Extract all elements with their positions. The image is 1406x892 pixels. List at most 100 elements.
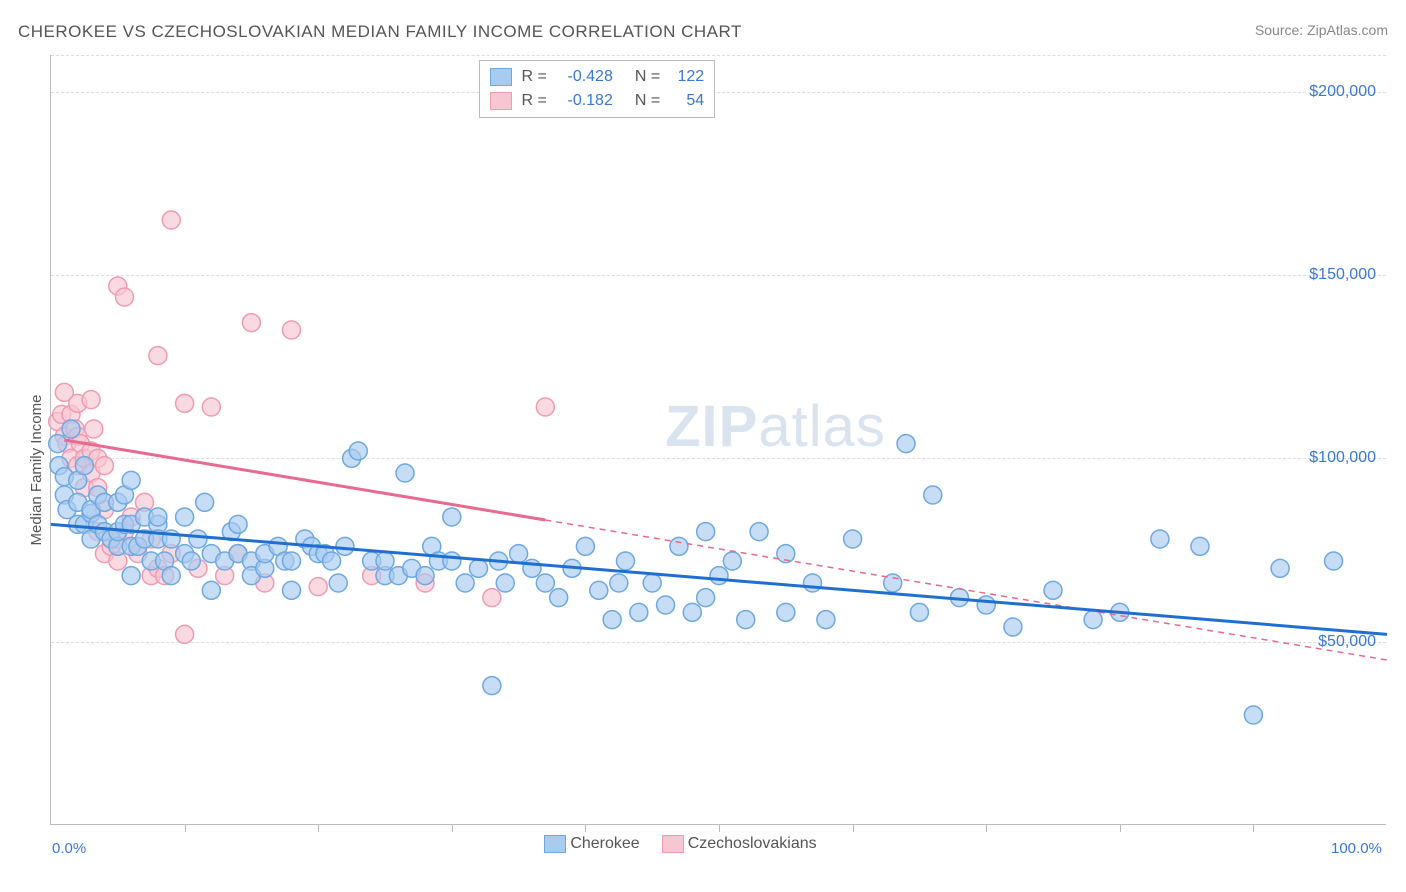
stat-r-value: -0.428 — [553, 65, 613, 89]
data-point — [910, 603, 928, 621]
legend-label: Cherokee — [570, 835, 639, 852]
x-tick — [1120, 824, 1121, 832]
x-tick — [986, 824, 987, 832]
data-point — [323, 552, 341, 570]
data-point — [189, 530, 207, 548]
data-point — [115, 288, 133, 306]
x-axis-min-label: 0.0% — [52, 840, 86, 857]
plot-area: ZIPatlas R =-0.428N =122R =-0.182N =54 $… — [50, 55, 1386, 825]
y-tick-label: $100,000 — [1309, 449, 1376, 467]
legend: Cherokee Czechoslovakians — [544, 835, 816, 853]
data-point — [202, 398, 220, 416]
data-point — [416, 567, 434, 585]
data-point — [176, 625, 194, 643]
data-point — [470, 559, 488, 577]
data-point — [456, 574, 474, 592]
data-point — [1271, 559, 1289, 577]
data-point — [443, 552, 461, 570]
data-point — [282, 321, 300, 339]
legend-item: Czechoslovakians — [662, 835, 817, 853]
stat-r-label: R = — [522, 89, 547, 113]
legend-item: Cherokee — [544, 835, 639, 853]
data-point — [82, 391, 100, 409]
data-point — [1084, 611, 1102, 629]
data-point — [483, 589, 501, 607]
data-point — [697, 523, 715, 541]
stat-n-value: 122 — [666, 65, 704, 89]
source-label: Source: ZipAtlas.com — [1255, 22, 1388, 38]
data-point — [576, 537, 594, 555]
data-point — [182, 552, 200, 570]
data-point — [75, 457, 93, 475]
data-point — [1244, 706, 1262, 724]
data-point — [309, 578, 327, 596]
x-axis-max-label: 100.0% — [1331, 840, 1382, 857]
x-tick — [318, 824, 319, 832]
data-point — [1325, 552, 1343, 570]
data-point — [924, 486, 942, 504]
data-point — [196, 493, 214, 511]
data-point — [536, 398, 554, 416]
data-point — [804, 574, 822, 592]
data-point — [817, 611, 835, 629]
x-tick — [585, 824, 586, 832]
y-tick-label: $50,000 — [1318, 633, 1376, 651]
data-point — [242, 314, 260, 332]
data-point — [737, 611, 755, 629]
chart-title: CHEROKEE VS CZECHOSLOVAKIAN MEDIAN FAMIL… — [18, 22, 742, 42]
data-point — [616, 552, 634, 570]
data-point — [750, 523, 768, 541]
plot-svg — [51, 55, 1386, 824]
data-point — [683, 603, 701, 621]
data-point — [630, 603, 648, 621]
data-point — [122, 471, 140, 489]
data-point — [897, 435, 915, 453]
x-tick — [719, 824, 720, 832]
data-point — [777, 603, 795, 621]
stats-box: R =-0.428 N =122R =-0.182N =54 — [479, 60, 716, 118]
data-point — [149, 347, 167, 365]
data-point — [85, 420, 103, 438]
data-point — [670, 537, 688, 555]
data-point — [603, 611, 621, 629]
data-point — [844, 530, 862, 548]
x-tick — [185, 824, 186, 832]
data-point — [229, 515, 247, 533]
stat-r-label: R = — [522, 65, 547, 89]
legend-swatch — [490, 68, 512, 86]
data-point — [723, 552, 741, 570]
data-point — [496, 574, 514, 592]
data-point — [443, 508, 461, 526]
y-tick-label: $200,000 — [1309, 83, 1376, 101]
data-point — [202, 581, 220, 599]
data-point — [282, 581, 300, 599]
stats-row: R =-0.182N =54 — [490, 89, 705, 113]
stat-n-label: N = — [635, 65, 660, 89]
data-point — [282, 552, 300, 570]
y-tick-label: $150,000 — [1309, 266, 1376, 284]
data-point — [510, 545, 528, 563]
legend-swatch — [662, 835, 684, 853]
data-point — [349, 442, 367, 460]
data-point — [1191, 537, 1209, 555]
data-point — [610, 574, 628, 592]
data-point — [376, 552, 394, 570]
source-name: ZipAtlas.com — [1307, 22, 1388, 38]
y-axis-title: Median Family Income — [28, 395, 45, 546]
stat-n-value: 54 — [666, 89, 704, 113]
data-point — [643, 574, 661, 592]
data-point — [336, 537, 354, 555]
data-point — [536, 574, 554, 592]
data-point — [329, 574, 347, 592]
data-point — [977, 596, 995, 614]
data-point — [483, 677, 501, 695]
data-point — [550, 589, 568, 607]
data-point — [710, 567, 728, 585]
data-point — [122, 567, 140, 585]
stats-row: R =-0.428 N =122 — [490, 65, 705, 89]
data-point — [162, 211, 180, 229]
data-point — [1044, 581, 1062, 599]
data-point — [62, 420, 80, 438]
data-point — [1151, 530, 1169, 548]
data-point — [176, 394, 194, 412]
